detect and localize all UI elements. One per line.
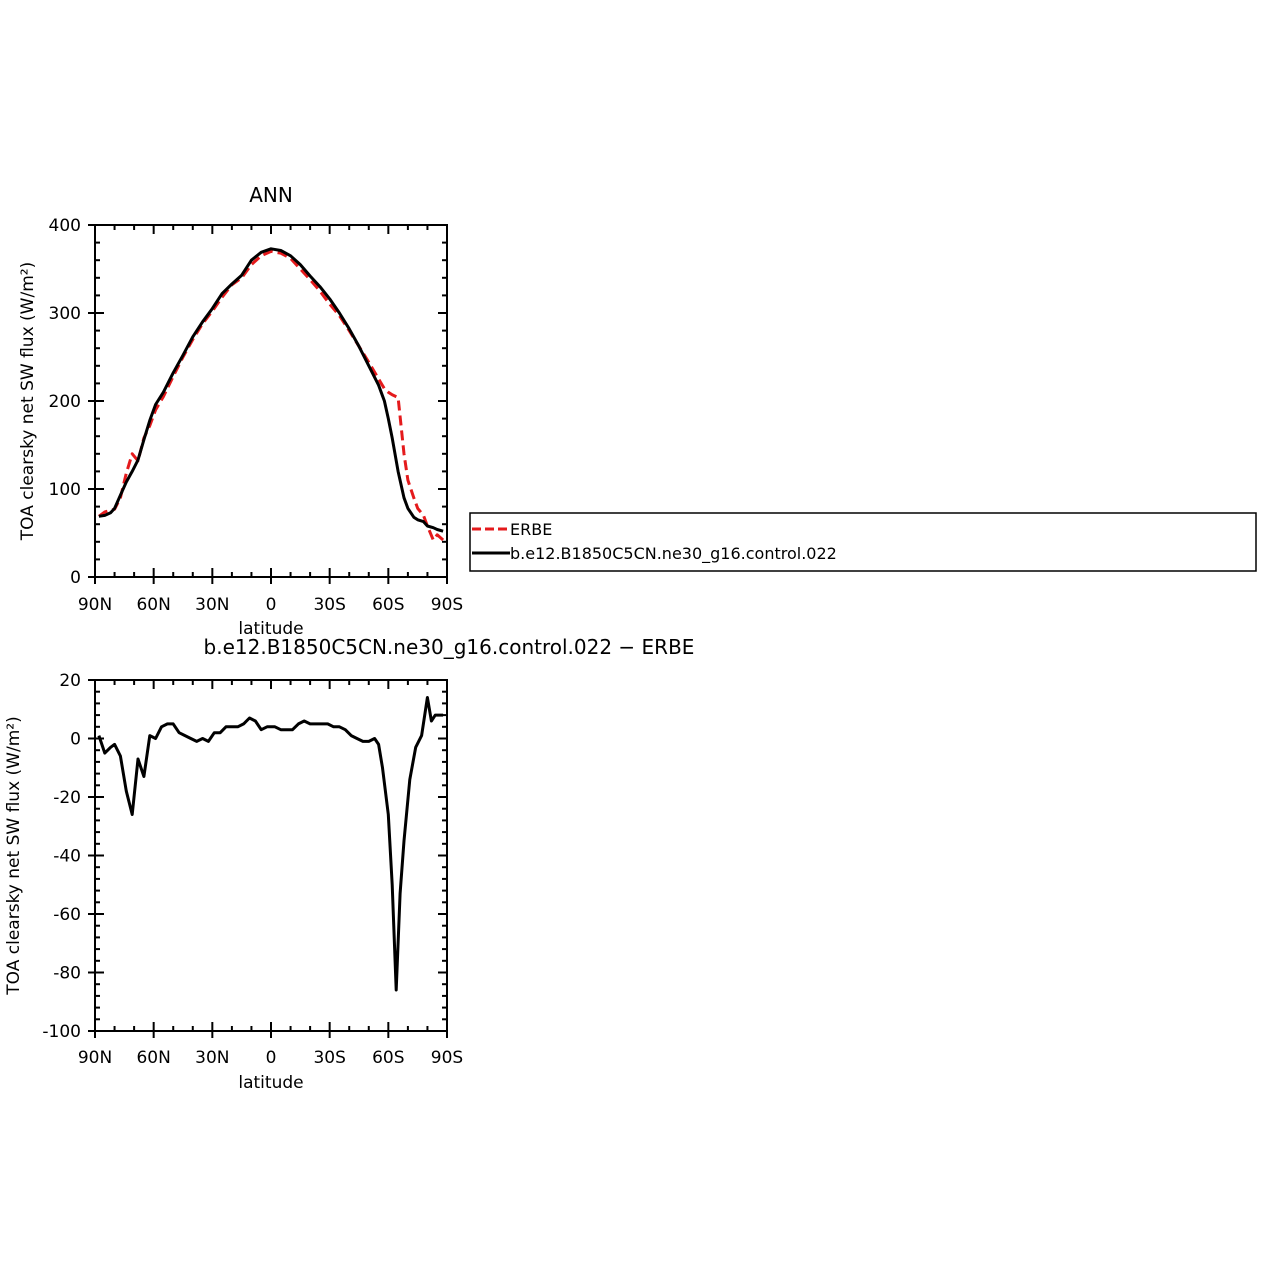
plot-frame: [94, 679, 448, 1032]
y-tick-label: 200: [49, 392, 81, 412]
y-tick-label: 100: [49, 480, 81, 500]
x-tick-label: 60S: [372, 1048, 404, 1068]
y-tick-label: -20: [53, 788, 81, 808]
x-axis-title: latitude: [238, 1073, 303, 1093]
y-axis-title: TOA clearsky net SW flux (W/m²): [18, 262, 38, 541]
x-tick-label: 90S: [431, 595, 463, 615]
x-tick-label: 90N: [78, 1048, 112, 1068]
y-tick-label: -60: [53, 905, 81, 925]
legend-box: [469, 512, 1257, 572]
x-tick-label: 90N: [78, 595, 112, 615]
x-tick-label: 60S: [372, 595, 404, 615]
y-tick-label: 20: [59, 671, 81, 691]
model-series-line: [98, 247, 444, 533]
y-tick-label: 300: [49, 304, 81, 324]
y-tick-label: 400: [49, 216, 81, 236]
y-tick-label: -80: [53, 964, 81, 984]
panel-title: ANN: [249, 183, 293, 207]
x-tick-label: 30N: [195, 595, 229, 615]
panel-title: b.e12.B1850C5CN.ne30_g16.control.022 − E…: [204, 635, 695, 659]
top-panel-chart: 90N 60N 30N 0 30S 60S 90S 0 100 200 300 400 latitude…: [18, 183, 463, 639]
legend: ERBE b.e12.B1850C5CN.ne30_g16.control.022: [469, 512, 1257, 572]
x-tick-label: 60N: [136, 595, 170, 615]
x-tick-label: 30S: [313, 595, 345, 615]
x-tick-label: 0: [266, 1048, 277, 1068]
x-tick-label: 30N: [195, 1048, 229, 1068]
y-tick-label: 0: [70, 730, 81, 750]
model-series-line: [97, 696, 444, 992]
y-axis-title: TOA clearsky net SW flux (W/m²): [4, 716, 24, 995]
legend-label: b.e12.B1850C5CN.ne30_g16.control.022: [510, 544, 837, 564]
bottom-panel-chart: 90N 60N 30N 0 30S 60S 90S -100 -80 -60 -40 -20 0 20 la…: [4, 635, 694, 1093]
x-tick-label: 0: [266, 595, 277, 615]
y-tick-label: -40: [53, 847, 81, 867]
plot-frame: [94, 224, 448, 578]
x-axis-title: latitude: [238, 619, 303, 639]
y-tick-label: 0: [70, 568, 81, 588]
y-tick-label: -100: [42, 1022, 81, 1042]
x-tick-label: 60N: [136, 1048, 170, 1068]
x-tick-label: 90S: [431, 1048, 463, 1068]
legend-label: ERBE: [510, 520, 552, 539]
erbe-series-line: [98, 249, 445, 542]
x-tick-label: 30S: [313, 1048, 345, 1068]
